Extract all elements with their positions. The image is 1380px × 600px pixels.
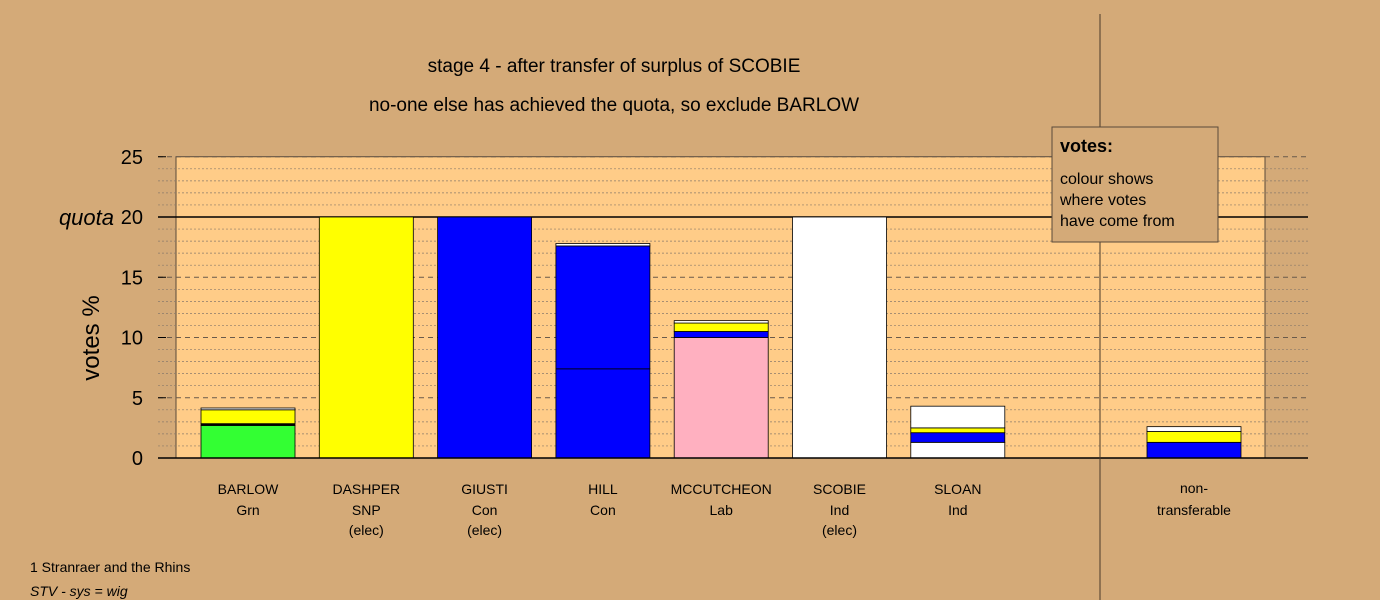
y-tick-label: 20 — [121, 207, 143, 229]
candidate-elected-dashper: (elec) — [349, 522, 384, 538]
y-tick-label: 0 — [132, 448, 143, 470]
legend-box — [1051, 126, 1219, 243]
bar-nontransferable-segment-2 — [1146, 431, 1242, 443]
footer-ward: 1 Stranraer and the Rhins — [30, 559, 190, 575]
legend-title: votes: — [1060, 136, 1113, 156]
y-tick-label: 10 — [121, 328, 143, 350]
bar-giusti-segment-1 — [437, 216, 533, 459]
y-tick-label: 15 — [121, 267, 143, 289]
candidate-name-hill: HILL — [588, 481, 618, 497]
candidate-party-giusti: Con — [472, 502, 498, 518]
bar-barlow-segment-1 — [200, 425, 296, 459]
bar-dashper-segment-1 — [318, 216, 414, 459]
bar-nontransferable-segment-3 — [1146, 426, 1242, 432]
bar-scobie-segment-1 — [792, 216, 887, 459]
bar-mccutcheon-segment-1 — [673, 337, 769, 459]
candidate-party-dashper: SNP — [352, 502, 381, 518]
candidate-party-mccutcheon: Lab — [710, 502, 734, 518]
chart-subtitle: no-one else has achieved the quota, so e… — [369, 95, 859, 116]
legend-line-1: colour shows — [1060, 171, 1153, 188]
y-tick-labels: 0 5 10 15 20 25 — [121, 147, 143, 470]
bar-hill-segment-3 — [555, 243, 651, 247]
candidate-elected-scobie: (elec) — [822, 522, 857, 538]
candidate-party-hill: Con — [590, 502, 616, 518]
candidate-party-scobie: Ind — [830, 502, 849, 518]
candidate-party-barlow: Grn — [236, 502, 259, 518]
bar-mccutcheon-segment-4 — [673, 320, 769, 324]
chart-title: stage 4 - after transfer of surplus of S… — [428, 56, 801, 77]
candidate-name-giusti: GIUSTI — [461, 481, 508, 497]
bar-barlow-segment-3 — [200, 409, 296, 425]
y-tick-label: 5 — [132, 388, 143, 410]
bar-nontransferable-segment-1 — [1146, 441, 1242, 459]
bar-sloan-segment-1 — [910, 441, 1006, 459]
candidate-name-scobie: SCOBIE — [813, 481, 866, 497]
y-tick-label: 25 — [121, 147, 143, 169]
bar-hill-segment-2 — [555, 245, 651, 370]
x-tick-labels: BARLOW Grn DASHPER SNP (elec) GIUSTI Con (elec)… — [218, 480, 1232, 538]
nontransferable-label-2: transferable — [1157, 502, 1231, 518]
axes — [158, 156, 1308, 459]
bar-mccutcheon-segment-2 — [673, 331, 769, 338]
legend-line-2: where votes — [1059, 192, 1146, 209]
candidate-name-dashper: DASHPER — [332, 481, 400, 497]
candidate-elected-giusti: (elec) — [467, 522, 502, 538]
bar-sloan-segment-4 — [910, 405, 1006, 429]
nontransferable-label-1: non- — [1180, 480, 1208, 496]
candidate-name-mccutcheon: MCCUTCHEON — [671, 481, 772, 497]
footer-system: STV - sys = wig — [30, 583, 128, 599]
y-axis-label: votes % — [78, 295, 105, 380]
legend: votes: colour shows where votes have com… — [1051, 126, 1219, 243]
quota-label: quota — [59, 205, 114, 230]
bar-mccutcheon-segment-3 — [673, 322, 769, 332]
candidate-party-sloan: Ind — [948, 502, 967, 518]
candidate-name-barlow: BARLOW — [218, 481, 279, 497]
bar-hill-segment-1 — [555, 368, 651, 459]
bar-sloan-segment-3 — [910, 427, 1006, 434]
bar-barlow-segment-4 — [200, 407, 296, 411]
bar-sloan-segment-2 — [910, 432, 1006, 443]
candidate-name-sloan: SLOAN — [934, 481, 981, 497]
legend-line-3: have come from — [1060, 213, 1175, 230]
